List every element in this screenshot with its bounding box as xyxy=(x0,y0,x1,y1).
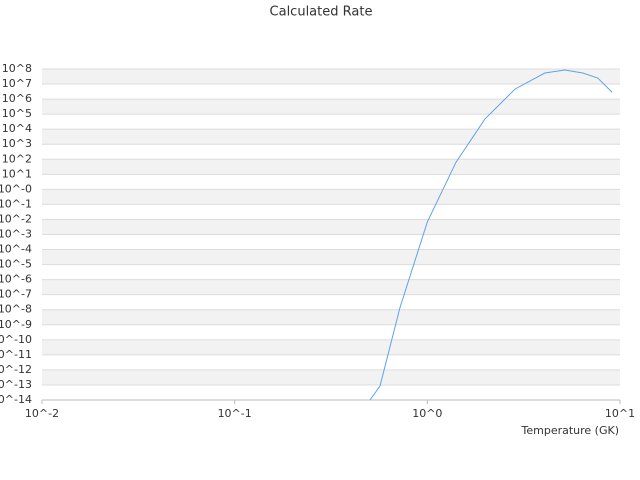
x-tick-label: 10^-1 xyxy=(218,407,252,420)
y-tick-label: 10^-4 xyxy=(0,243,32,256)
grid-band xyxy=(42,339,620,355)
grid-band xyxy=(42,159,620,175)
grid-band xyxy=(42,129,620,145)
y-tick-label: 10^5 xyxy=(2,107,32,120)
grid-band xyxy=(42,249,620,265)
y-tick-label: 10^3 xyxy=(2,137,32,150)
y-tick-label: 10^-3 xyxy=(0,228,32,241)
y-tick-label: 10^1 xyxy=(2,167,32,180)
y-tick-label: 10^-12 xyxy=(0,363,32,376)
x-tick-label: 10^0 xyxy=(412,407,442,420)
y-tick-label: 10^2 xyxy=(2,152,32,165)
y-tick-label: 10^-5 xyxy=(0,258,32,271)
y-tick-label: 10^-9 xyxy=(0,318,32,331)
y-tick-label: 10^8 xyxy=(2,62,32,75)
y-tick-label: 10^7 xyxy=(2,77,32,90)
y-tick-label: 10^4 xyxy=(2,122,32,135)
grid-band xyxy=(42,99,620,115)
grid-band xyxy=(42,279,620,295)
y-tick-label: 10^-13 xyxy=(0,378,32,391)
y-tick-label: 10^-8 xyxy=(0,303,32,316)
y-tick-label: 10^-7 xyxy=(0,288,32,301)
y-tick-label: 10^-0 xyxy=(0,182,32,195)
data-line xyxy=(369,69,613,401)
grid-band xyxy=(42,219,620,235)
grid-band xyxy=(42,189,620,205)
y-tick-label: 10^6 xyxy=(2,92,32,105)
y-tick-label: 10^-14 xyxy=(0,393,32,406)
x-tick-label: 10^-2 xyxy=(25,407,59,420)
grid-band xyxy=(42,369,620,385)
y-tick-label: 10^-1 xyxy=(0,197,32,210)
x-tick-label: 10^1 xyxy=(605,407,635,420)
y-tick-label: 10^-6 xyxy=(0,273,32,286)
y-tick-label: 10^-10 xyxy=(0,333,32,346)
plot-background xyxy=(42,69,620,385)
y-tick-label: 10^-11 xyxy=(0,348,32,361)
y-tick-label: 10^-2 xyxy=(0,212,32,225)
grid-band xyxy=(42,309,620,325)
grid-band xyxy=(42,69,620,85)
x-axis-label: Temperature (GK) xyxy=(521,424,620,437)
chart-title: Calculated Rate xyxy=(270,5,373,20)
